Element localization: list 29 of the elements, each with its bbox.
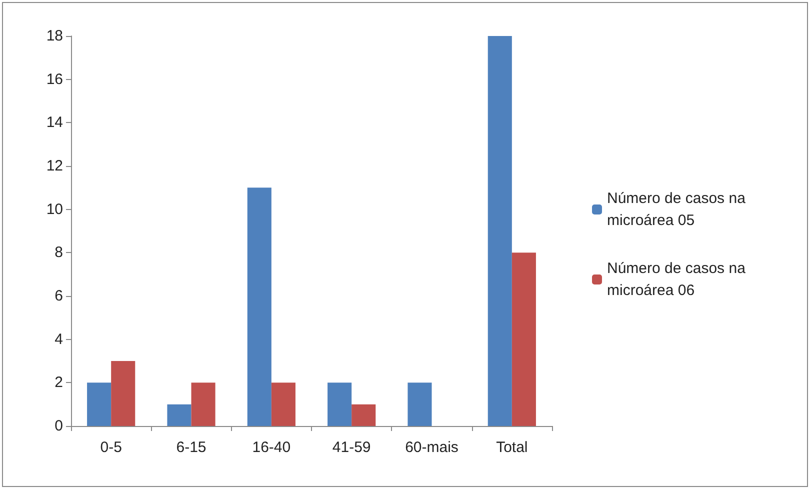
legend-label: Número de casos na microárea 06 — [607, 260, 750, 299]
y-tick-label: 2 — [54, 374, 63, 392]
bar — [328, 382, 352, 426]
y-tick-label: 6 — [54, 288, 63, 304]
y-tick-label: 10 — [46, 200, 63, 218]
legend-label: Número de casos na microárea 05 — [607, 190, 750, 229]
x-tick-label: 0-5 — [100, 439, 122, 456]
x-tick-label: 60-mais — [405, 439, 458, 456]
bar — [247, 188, 272, 426]
x-tick-label: 41-59 — [332, 439, 371, 456]
bar — [191, 382, 216, 426]
y-tick-label: 0 — [54, 418, 63, 434]
x-tick-label: Total — [496, 439, 528, 456]
bar — [488, 36, 512, 426]
y-tick-label: 18 — [46, 28, 63, 44]
y-tick-label: 8 — [54, 244, 63, 262]
y-tick-label: 16 — [46, 70, 63, 88]
x-tick-label: 6-15 — [176, 439, 206, 456]
bar — [87, 382, 112, 426]
bar — [352, 404, 376, 426]
y-tick-label: 14 — [46, 114, 63, 132]
bar — [408, 382, 432, 426]
x-tick-label: 16-40 — [252, 439, 291, 456]
y-tick-label: 12 — [46, 158, 63, 174]
bar — [271, 382, 296, 426]
bar — [111, 361, 136, 426]
y-tick-label: 4 — [54, 330, 63, 348]
bar — [512, 252, 536, 426]
bar — [167, 404, 192, 426]
